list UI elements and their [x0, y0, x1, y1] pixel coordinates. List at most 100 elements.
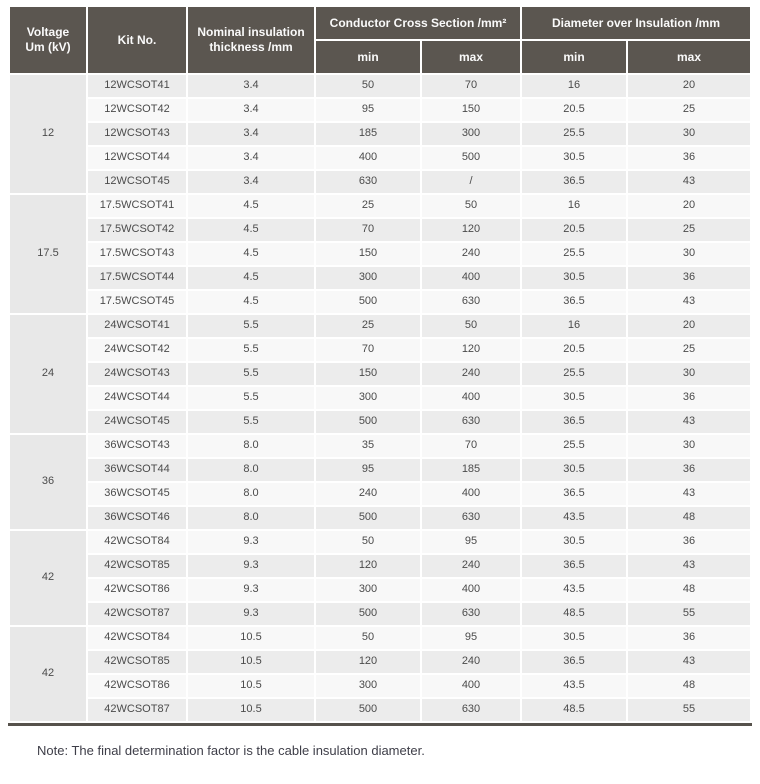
table-row: 24 24WCSOT41 5.5 25 50 16 20 — [10, 315, 750, 433]
kit-no-cell: 36WCSOT46 — [88, 507, 186, 529]
ccs-min-cell: 120 — [316, 651, 420, 673]
ccs-min-cell: 95 — [316, 459, 420, 481]
ccs-max-cell: 400 — [422, 267, 520, 289]
table-row: 42 42WCSOT84 9.3 50 95 30.5 36 — [10, 531, 750, 625]
table-row: 12WCSOT43 3.4 185 300 25.5 30 — [10, 123, 750, 145]
dia-max-cell: 43 — [628, 651, 750, 673]
ccs-min-cell: 500 — [316, 411, 420, 433]
kit-no-cell: 17.5WCSOT45 — [88, 291, 186, 313]
kit-no-cell: 42WCSOT86 — [88, 579, 186, 601]
ccs-min-cell: 50 — [316, 627, 420, 649]
header-diameter-over-insulation: Diameter over Insulation /mm — [522, 7, 750, 39]
table-row: 17.5WCSOT44 4.5 300 400 30.5 36 — [10, 267, 750, 289]
ccs-max-cell: 120 — [422, 339, 520, 361]
table-row: 42WCSOT85 9.3 120 240 36.5 43 — [10, 555, 750, 577]
nominal-thickness-cell: 3.4 — [188, 99, 314, 121]
ccs-max-cell: 400 — [422, 387, 520, 409]
dia-max-cell: 30 — [628, 435, 750, 457]
dia-max-cell: 30 — [628, 243, 750, 265]
ccs-min-cell: 300 — [316, 267, 420, 289]
ccs-max-cell: 95 — [422, 627, 520, 649]
dia-min-cell: 43.5 — [522, 507, 626, 529]
dia-min-cell: 36.5 — [522, 291, 626, 313]
nominal-thickness-cell: 8.0 — [188, 507, 314, 529]
nominal-thickness-cell: 3.4 — [188, 147, 314, 169]
ccs-max-cell: 630 — [422, 411, 520, 433]
dia-max-cell: 36 — [628, 459, 750, 481]
nominal-thickness-cell: 4.5 — [188, 243, 314, 265]
dia-max-cell: 25 — [628, 99, 750, 121]
table-row: 36 36WCSOT43 8.0 35 70 25.5 30 — [10, 435, 750, 529]
voltage-cell: 42 — [10, 531, 86, 625]
kit-no-cell: 17.5WCSOT44 — [88, 267, 186, 289]
ccs-min-cell: 50 — [316, 75, 420, 97]
nominal-thickness-cell: 5.5 — [188, 339, 314, 361]
kit-no-cell: 42WCSOT87 — [88, 699, 186, 721]
dia-max-cell: 43 — [628, 555, 750, 577]
dia-min-cell: 36.5 — [522, 555, 626, 577]
dia-min-cell: 25.5 — [522, 435, 626, 457]
kit-no-cell: 36WCSOT45 — [88, 483, 186, 505]
nominal-thickness-cell: 5.5 — [188, 411, 314, 433]
nominal-thickness-cell: 3.4 — [188, 123, 314, 145]
dia-max-cell: 20 — [628, 195, 750, 217]
voltage-cell: 24 — [10, 315, 86, 433]
dia-max-cell: 43 — [628, 411, 750, 433]
nominal-thickness-cell: 9.3 — [188, 555, 314, 577]
header-voltage: Voltage Um (kV) — [10, 7, 86, 73]
dia-min-cell: 36.5 — [522, 171, 626, 193]
nominal-thickness-cell: 10.5 — [188, 627, 314, 649]
ccs-max-cell: / — [422, 171, 520, 193]
header-ccs-max: max — [422, 41, 520, 73]
ccs-max-cell: 50 — [422, 195, 520, 217]
nominal-thickness-cell: 3.4 — [188, 75, 314, 97]
ccs-max-cell: 400 — [422, 675, 520, 697]
kit-no-cell: 17.5WCSOT43 — [88, 243, 186, 265]
nominal-thickness-cell: 4.5 — [188, 267, 314, 289]
nominal-thickness-cell: 4.5 — [188, 219, 314, 241]
ccs-min-cell: 500 — [316, 507, 420, 529]
ccs-min-cell: 185 — [316, 123, 420, 145]
dia-max-cell: 48 — [628, 579, 750, 601]
dia-max-cell: 20 — [628, 75, 750, 97]
header-conductor-cross-section: Conductor Cross Section /mm² — [316, 7, 520, 39]
table-row: 17.5 17.5WCSOT41 4.5 25 50 16 20 — [10, 195, 750, 313]
ccs-max-cell: 95 — [422, 531, 520, 553]
nominal-thickness-cell: 5.5 — [188, 363, 314, 385]
kit-no-cell: 24WCSOT44 — [88, 387, 186, 409]
header-nominal-thickness: Nominal insulation thickness /mm — [188, 7, 314, 73]
table-row: 42WCSOT86 9.3 300 400 43.5 48 — [10, 579, 750, 601]
kit-no-cell: 42WCSOT84 — [88, 531, 186, 553]
ccs-min-cell: 300 — [316, 387, 420, 409]
kit-no-cell: 42WCSOT84 — [88, 627, 186, 649]
ccs-min-cell: 25 — [316, 195, 420, 217]
nominal-thickness-cell: 8.0 — [188, 459, 314, 481]
kit-no-cell: 42WCSOT86 — [88, 675, 186, 697]
nominal-thickness-cell: 8.0 — [188, 483, 314, 505]
dia-max-cell: 20 — [628, 315, 750, 337]
ccs-max-cell: 630 — [422, 507, 520, 529]
nominal-thickness-cell: 8.0 — [188, 435, 314, 457]
dia-max-cell: 30 — [628, 363, 750, 385]
ccs-max-cell: 400 — [422, 483, 520, 505]
dia-min-cell: 16 — [522, 195, 626, 217]
nominal-thickness-cell: 10.5 — [188, 675, 314, 697]
dia-min-cell: 30.5 — [522, 459, 626, 481]
header-dia-min: min — [522, 41, 626, 73]
ccs-max-cell: 185 — [422, 459, 520, 481]
dia-min-cell: 30.5 — [522, 147, 626, 169]
kit-no-cell: 42WCSOT85 — [88, 651, 186, 673]
ccs-min-cell: 70 — [316, 339, 420, 361]
ccs-max-cell: 630 — [422, 699, 520, 721]
ccs-min-cell: 500 — [316, 603, 420, 625]
ccs-min-cell: 95 — [316, 99, 420, 121]
dia-max-cell: 36 — [628, 267, 750, 289]
table-body: 12 12WCSOT41 3.4 50 70 16 20 12WCSOT42 3.4 95 150 2… — [10, 75, 750, 721]
dia-min-cell: 20.5 — [522, 99, 626, 121]
table-row: 24WCSOT43 5.5 150 240 25.5 30 — [10, 363, 750, 385]
dia-max-cell: 30 — [628, 123, 750, 145]
dia-min-cell: 25.5 — [522, 363, 626, 385]
ccs-min-cell: 500 — [316, 699, 420, 721]
ccs-min-cell: 150 — [316, 363, 420, 385]
ccs-max-cell: 400 — [422, 579, 520, 601]
